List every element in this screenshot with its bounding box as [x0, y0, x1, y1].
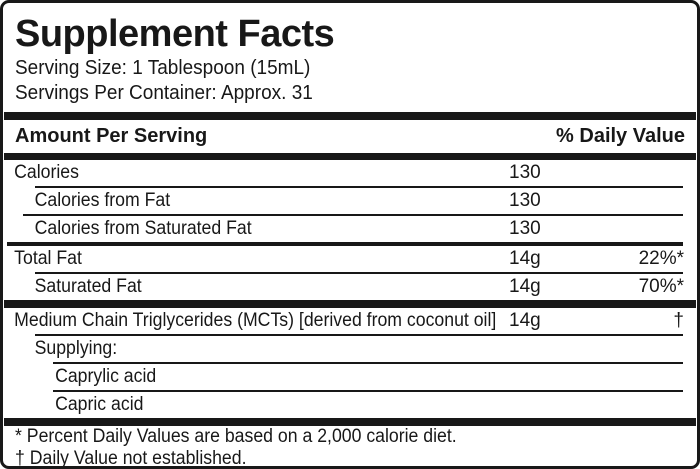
row-amount: 14g	[509, 276, 541, 297]
divider-thin	[35, 186, 683, 188]
row-label: Total Fat	[14, 248, 82, 269]
row-calories: Calories 130	[3, 160, 697, 186]
footnote-daily-value-not-established: † Daily Value not established.	[3, 448, 697, 469]
panel-title: Supplement Facts	[15, 13, 335, 55]
row-amount: 130	[509, 190, 541, 211]
amount-per-serving-header: Amount Per Serving	[15, 125, 208, 147]
divider-medium	[7, 242, 683, 246]
percent-daily-value-header: % Daily Value	[556, 125, 685, 147]
divider-bar-header	[4, 153, 696, 160]
serving-size-text: Serving Size: 1 Tablespoon (15mL)	[15, 57, 311, 79]
serving-size-line: Serving Size: 1 Tablespoon (15mL)	[3, 56, 697, 81]
row-capric-acid: Capric acid	[3, 392, 697, 418]
divider-bar-mct	[4, 300, 696, 308]
servings-per-container-text: Servings Per Container: Approx. 31	[15, 82, 313, 104]
divider-thin	[23, 214, 683, 216]
panel-content: Supplement Facts Serving Size: 1 Tablesp…	[3, 3, 697, 469]
row-label: Capric acid	[55, 394, 144, 415]
divider-thin	[35, 334, 683, 336]
row-mct: Medium Chain Triglycerides (MCTs) [deriv…	[3, 308, 697, 334]
row-label: Calories from Fat	[34, 190, 171, 211]
footnote-text: * Percent Daily Values are based on a 2,…	[15, 426, 457, 447]
row-label: Medium Chain Triglycerides (MCTs) [deriv…	[14, 310, 497, 331]
divider-thin	[53, 362, 683, 364]
row-amount: 14g	[509, 310, 541, 331]
row-amount: 130	[509, 162, 541, 183]
row-label: Saturated Fat	[34, 276, 142, 297]
dagger-symbol: †	[673, 310, 684, 331]
divider-thin	[53, 390, 683, 392]
row-amount: 130	[509, 218, 541, 239]
row-amount: 14g	[509, 248, 541, 269]
divider-bar-top	[4, 112, 696, 120]
divider-thin	[35, 272, 683, 274]
table-header-row: Amount Per Serving % Daily Value	[3, 120, 697, 153]
row-calories-from-saturated-fat: Calories from Saturated Fat 130	[3, 216, 697, 242]
row-label: Supplying:	[34, 338, 118, 359]
row-saturated-fat: Saturated Fat 14g 70%*	[3, 274, 697, 300]
footnote-text: † Daily Value not established.	[15, 448, 247, 469]
row-daily-value: 22%*	[638, 248, 684, 269]
servings-per-container-line: Servings Per Container: Approx. 31	[3, 81, 697, 106]
row-daily-value: 70%*	[638, 276, 684, 297]
row-caprylic-acid: Caprylic acid	[3, 364, 697, 390]
row-total-fat: Total Fat 14g 22%*	[3, 246, 697, 272]
row-label: Calories from Saturated Fat	[34, 218, 252, 239]
row-label: Calories	[14, 162, 79, 183]
row-label: Caprylic acid	[55, 366, 157, 387]
divider-bar-footnotes	[4, 418, 696, 426]
row-supplying: Supplying:	[3, 336, 697, 362]
row-calories-from-fat: Calories from Fat 130	[3, 188, 697, 214]
footnote-percent-daily-values: * Percent Daily Values are based on a 2,…	[3, 426, 697, 448]
